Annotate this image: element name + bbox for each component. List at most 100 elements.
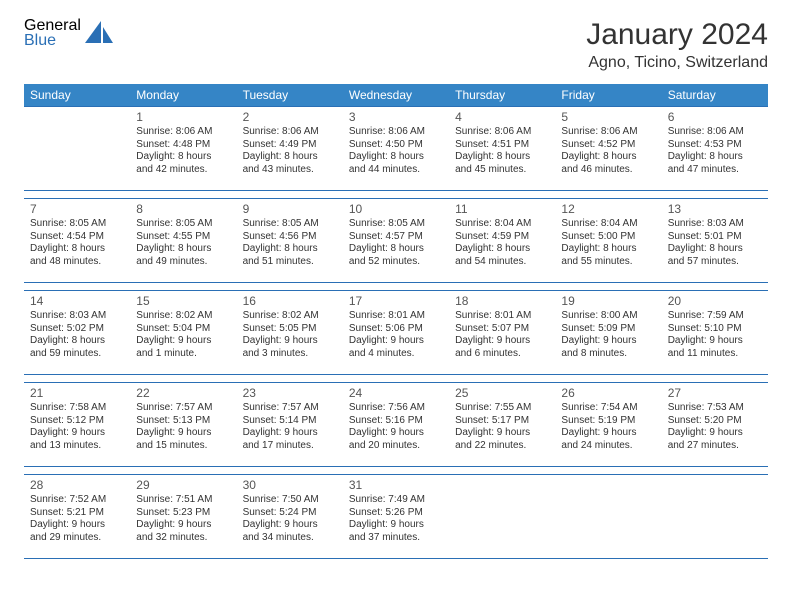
day-sunset: Sunset: 5:01 PM <box>668 231 762 244</box>
day-day1: Daylight: 8 hours <box>136 243 230 256</box>
day-sunset: Sunset: 5:07 PM <box>455 323 549 336</box>
day-sunrise: Sunrise: 7:50 AM <box>243 494 337 507</box>
day-sunrise: Sunrise: 8:05 AM <box>243 218 337 231</box>
day-day2: and 43 minutes. <box>243 164 337 177</box>
day-day2: and 54 minutes. <box>455 256 549 269</box>
day-sunrise: Sunrise: 7:53 AM <box>668 402 762 415</box>
day-cell: 15Sunrise: 8:02 AMSunset: 5:04 PMDayligh… <box>130 291 236 375</box>
day-day1: Daylight: 8 hours <box>243 243 337 256</box>
day-day2: and 13 minutes. <box>30 440 124 453</box>
day-sunrise: Sunrise: 8:00 AM <box>561 310 655 323</box>
day-day1: Daylight: 9 hours <box>243 427 337 440</box>
day-cell: 7Sunrise: 8:05 AMSunset: 4:54 PMDaylight… <box>24 199 130 283</box>
title-block: January 2024 Agno, Ticino, Switzerland <box>586 18 768 72</box>
day-number: 27 <box>668 386 762 401</box>
day-cell <box>449 475 555 559</box>
day-cell: 5Sunrise: 8:06 AMSunset: 4:52 PMDaylight… <box>555 107 661 191</box>
day-cell: 22Sunrise: 7:57 AMSunset: 5:13 PMDayligh… <box>130 383 236 467</box>
day-header-row: SundayMondayTuesdayWednesdayThursdayFrid… <box>24 84 768 107</box>
day-number: 21 <box>30 386 124 401</box>
day-sunset: Sunset: 5:21 PM <box>30 507 124 520</box>
day-header: Friday <box>555 84 661 107</box>
calendar-table: SundayMondayTuesdayWednesdayThursdayFrid… <box>24 84 768 567</box>
day-cell: 4Sunrise: 8:06 AMSunset: 4:51 PMDaylight… <box>449 107 555 191</box>
day-day2: and 42 minutes. <box>136 164 230 177</box>
day-number: 29 <box>136 478 230 493</box>
day-header: Monday <box>130 84 236 107</box>
day-sunset: Sunset: 5:06 PM <box>349 323 443 336</box>
day-header: Sunday <box>24 84 130 107</box>
day-cell: 20Sunrise: 7:59 AMSunset: 5:10 PMDayligh… <box>662 291 768 375</box>
day-number: 18 <box>455 294 549 309</box>
week-row: 7Sunrise: 8:05 AMSunset: 4:54 PMDaylight… <box>24 199 768 283</box>
day-cell: 23Sunrise: 7:57 AMSunset: 5:14 PMDayligh… <box>237 383 343 467</box>
day-number: 16 <box>243 294 337 309</box>
day-cell: 8Sunrise: 8:05 AMSunset: 4:55 PMDaylight… <box>130 199 236 283</box>
day-day2: and 6 minutes. <box>455 348 549 361</box>
day-day1: Daylight: 9 hours <box>455 427 549 440</box>
day-cell: 24Sunrise: 7:56 AMSunset: 5:16 PMDayligh… <box>343 383 449 467</box>
day-day2: and 52 minutes. <box>349 256 443 269</box>
day-number: 30 <box>243 478 337 493</box>
week-spacer <box>24 467 768 475</box>
day-sunset: Sunset: 5:13 PM <box>136 415 230 428</box>
day-cell: 31Sunrise: 7:49 AMSunset: 5:26 PMDayligh… <box>343 475 449 559</box>
day-day1: Daylight: 9 hours <box>668 427 762 440</box>
day-day2: and 29 minutes. <box>30 532 124 545</box>
day-sunset: Sunset: 5:16 PM <box>349 415 443 428</box>
day-sunrise: Sunrise: 8:05 AM <box>136 218 230 231</box>
day-sunset: Sunset: 5:17 PM <box>455 415 549 428</box>
day-sunrise: Sunrise: 8:01 AM <box>349 310 443 323</box>
day-day2: and 45 minutes. <box>455 164 549 177</box>
day-cell: 25Sunrise: 7:55 AMSunset: 5:17 PMDayligh… <box>449 383 555 467</box>
day-day2: and 20 minutes. <box>349 440 443 453</box>
day-sunset: Sunset: 5:10 PM <box>668 323 762 336</box>
day-cell: 17Sunrise: 8:01 AMSunset: 5:06 PMDayligh… <box>343 291 449 375</box>
day-day2: and 3 minutes. <box>243 348 337 361</box>
day-day1: Daylight: 9 hours <box>136 427 230 440</box>
day-sunset: Sunset: 4:54 PM <box>30 231 124 244</box>
day-sunset: Sunset: 4:49 PM <box>243 139 337 152</box>
day-day2: and 32 minutes. <box>136 532 230 545</box>
day-day2: and 48 minutes. <box>30 256 124 269</box>
day-sunset: Sunset: 4:51 PM <box>455 139 549 152</box>
day-header: Wednesday <box>343 84 449 107</box>
day-number: 10 <box>349 202 443 217</box>
day-sunrise: Sunrise: 8:04 AM <box>455 218 549 231</box>
day-sunset: Sunset: 5:19 PM <box>561 415 655 428</box>
day-cell: 6Sunrise: 8:06 AMSunset: 4:53 PMDaylight… <box>662 107 768 191</box>
day-sunset: Sunset: 5:09 PM <box>561 323 655 336</box>
day-cell: 9Sunrise: 8:05 AMSunset: 4:56 PMDaylight… <box>237 199 343 283</box>
week-row: 28Sunrise: 7:52 AMSunset: 5:21 PMDayligh… <box>24 475 768 559</box>
day-sunset: Sunset: 4:50 PM <box>349 139 443 152</box>
day-sunrise: Sunrise: 8:06 AM <box>668 126 762 139</box>
day-day1: Daylight: 9 hours <box>349 427 443 440</box>
day-day1: Daylight: 9 hours <box>243 335 337 348</box>
day-day1: Daylight: 8 hours <box>136 151 230 164</box>
day-number: 31 <box>349 478 443 493</box>
day-number: 15 <box>136 294 230 309</box>
day-day1: Daylight: 9 hours <box>136 519 230 532</box>
day-number: 12 <box>561 202 655 217</box>
day-cell <box>662 475 768 559</box>
brand-logo: General Blue <box>24 18 117 48</box>
day-number: 19 <box>561 294 655 309</box>
day-number: 8 <box>136 202 230 217</box>
day-day2: and 8 minutes. <box>561 348 655 361</box>
week-row: 21Sunrise: 7:58 AMSunset: 5:12 PMDayligh… <box>24 383 768 467</box>
day-number: 3 <box>349 110 443 125</box>
day-cell: 14Sunrise: 8:03 AMSunset: 5:02 PMDayligh… <box>24 291 130 375</box>
day-day1: Daylight: 9 hours <box>30 427 124 440</box>
day-sunrise: Sunrise: 7:55 AM <box>455 402 549 415</box>
day-sunrise: Sunrise: 8:06 AM <box>455 126 549 139</box>
day-cell: 19Sunrise: 8:00 AMSunset: 5:09 PMDayligh… <box>555 291 661 375</box>
calendar-body: 1Sunrise: 8:06 AMSunset: 4:48 PMDaylight… <box>24 107 768 567</box>
day-number: 17 <box>349 294 443 309</box>
day-number: 2 <box>243 110 337 125</box>
day-day1: Daylight: 9 hours <box>30 519 124 532</box>
day-day1: Daylight: 8 hours <box>561 243 655 256</box>
day-day1: Daylight: 8 hours <box>30 243 124 256</box>
brand-bottom: Blue <box>24 33 81 48</box>
day-sunset: Sunset: 4:48 PM <box>136 139 230 152</box>
location-label: Agno, Ticino, Switzerland <box>586 54 768 72</box>
